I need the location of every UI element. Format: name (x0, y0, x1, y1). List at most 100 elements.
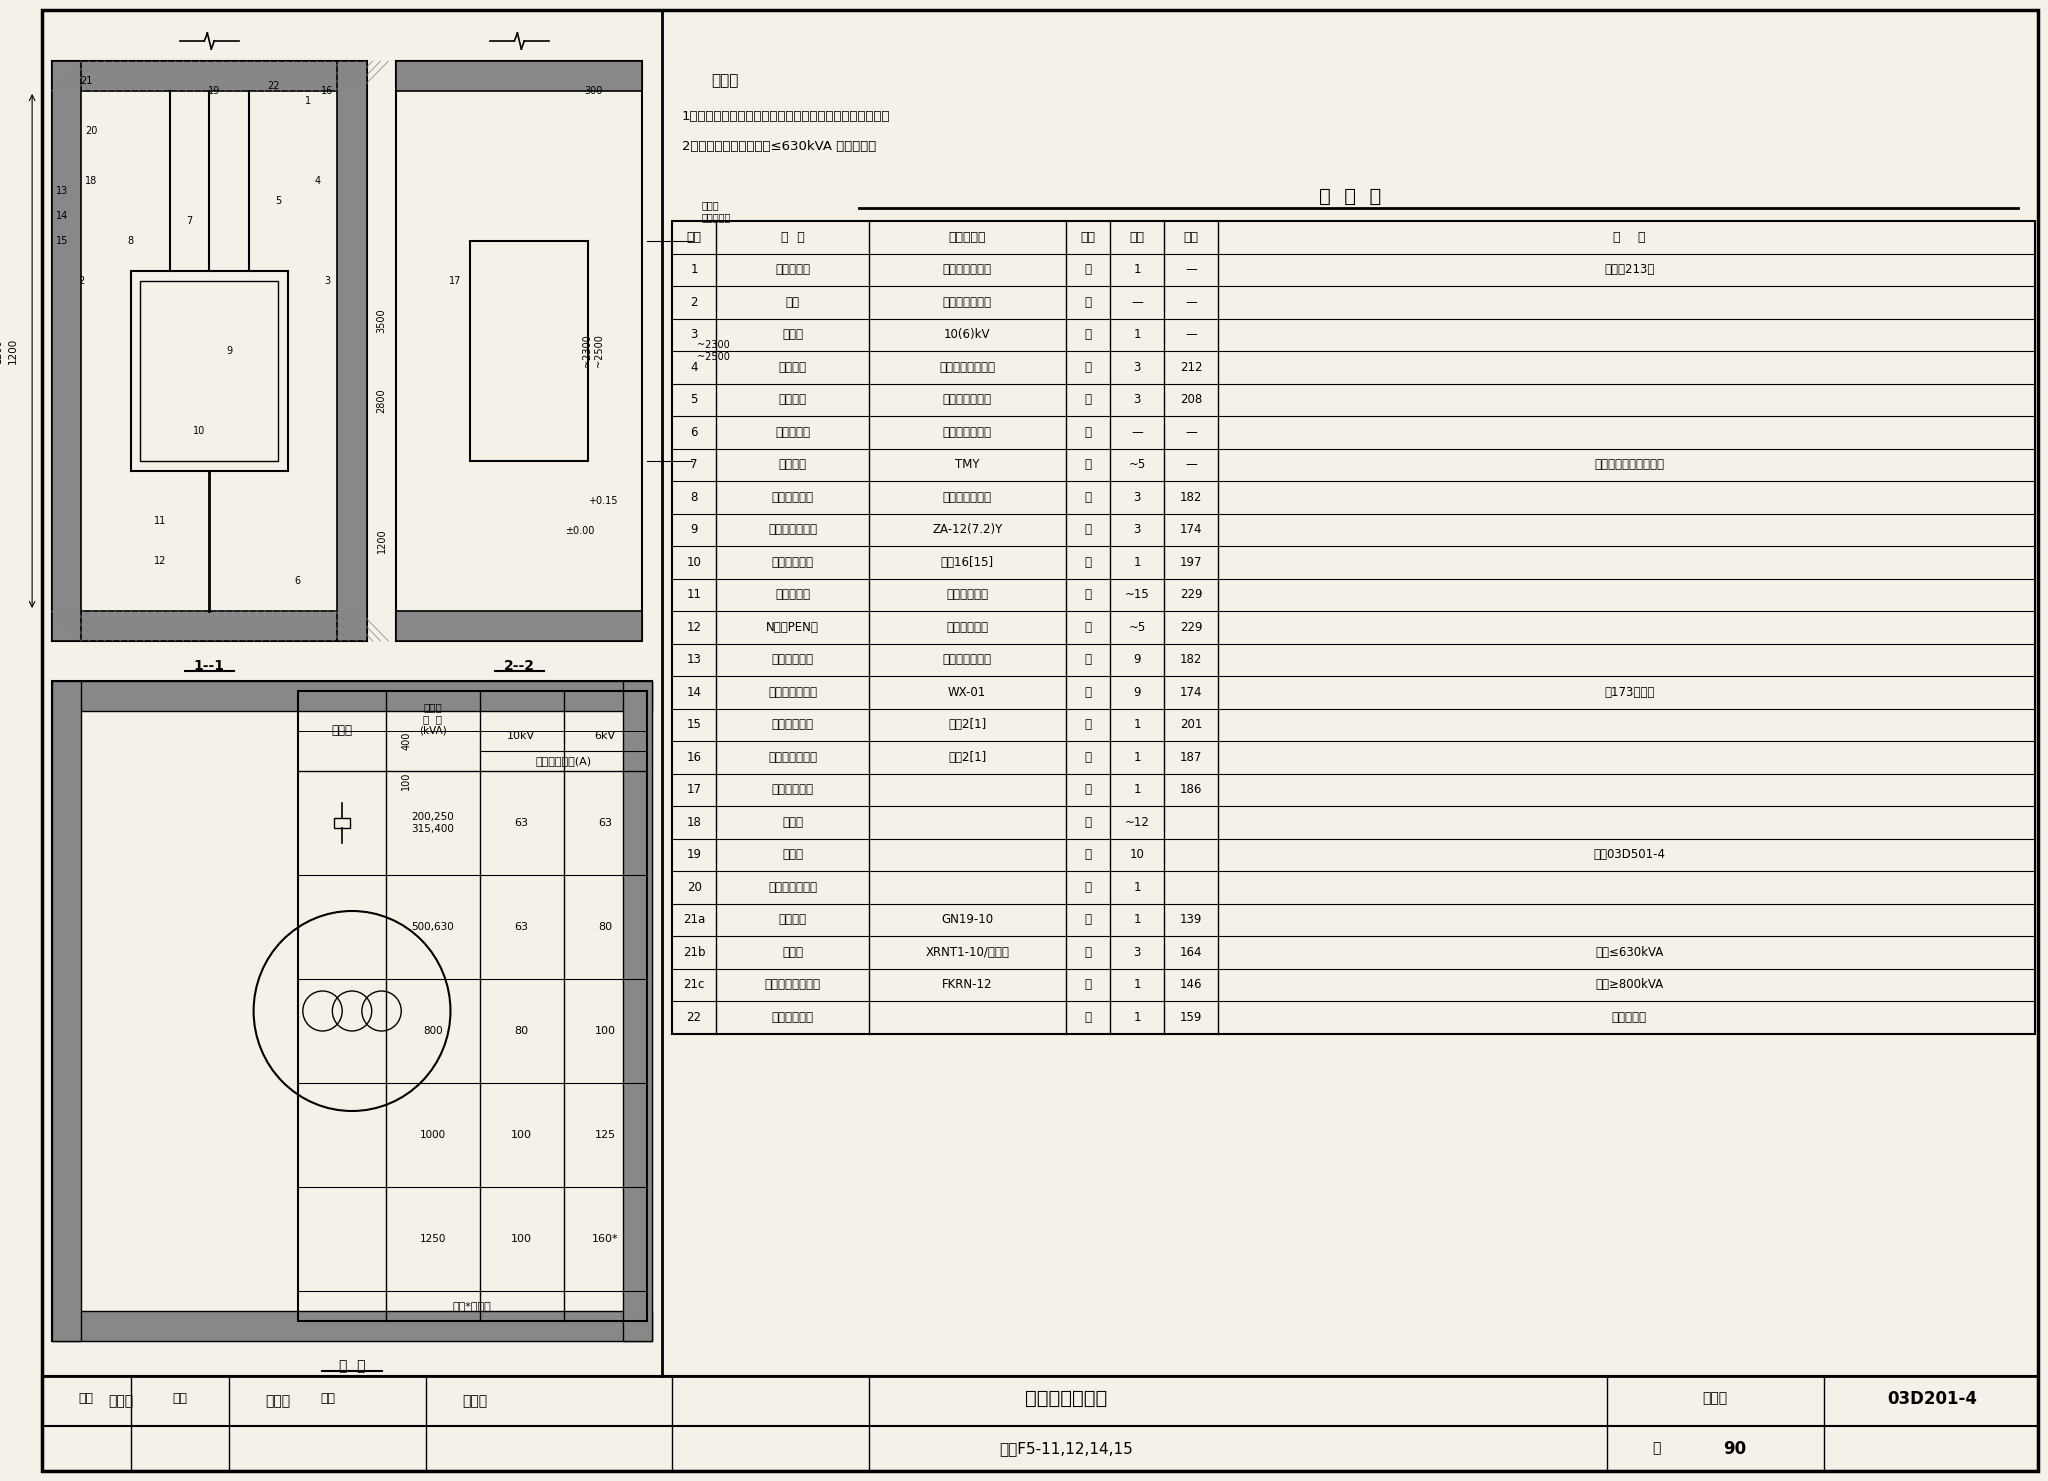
Text: ±0.00: ±0.00 (565, 526, 594, 536)
Text: 高压支柱绝缘子: 高压支柱绝缘子 (768, 523, 817, 536)
Text: ~15: ~15 (1124, 588, 1149, 601)
Bar (297, 692, 647, 1321)
Text: 米: 米 (1083, 458, 1092, 471)
Text: 见附录（四）: 见附录（四） (946, 588, 989, 601)
Bar (41, 1376, 2038, 1471)
Text: —: — (1186, 264, 1196, 277)
Text: 1: 1 (305, 96, 311, 107)
Text: 159: 159 (1180, 1010, 1202, 1023)
Text: 固定钩: 固定钩 (782, 849, 803, 862)
Text: 3: 3 (324, 275, 330, 286)
Text: 汪可立: 汪可立 (463, 1394, 487, 1408)
Text: 李佳豫: 李佳豫 (109, 1394, 133, 1408)
Bar (51, 681, 82, 1340)
Text: 22: 22 (686, 1010, 702, 1023)
Bar (51, 61, 367, 90)
Text: 由工程设计确定: 由工程设计确定 (942, 425, 991, 438)
Text: 汪可立: 汪可立 (266, 1394, 291, 1408)
Text: 台: 台 (1083, 264, 1092, 277)
Text: 6: 6 (690, 425, 698, 438)
Text: 63: 63 (514, 923, 528, 932)
Text: 高压母线支架: 高压母线支架 (772, 555, 813, 569)
Text: 21a: 21a (682, 914, 705, 926)
Text: 10kV: 10kV (508, 732, 535, 740)
Text: 1: 1 (1133, 881, 1141, 893)
Text: 2: 2 (78, 275, 84, 286)
Text: 付: 付 (1083, 653, 1092, 666)
Text: 米: 米 (1083, 588, 1092, 601)
Text: 电缆: 电缆 (786, 296, 799, 308)
Text: 台: 台 (1083, 1010, 1092, 1023)
Text: —: — (1186, 458, 1196, 471)
Text: 10(6)kV: 10(6)kV (944, 329, 991, 341)
Text: 182: 182 (1180, 653, 1202, 666)
Text: 米: 米 (1083, 425, 1092, 438)
Text: 电缆头: 电缆头 (782, 329, 803, 341)
Bar (397, 61, 643, 641)
Text: 个: 个 (1083, 394, 1092, 406)
Text: 12: 12 (154, 555, 166, 566)
Text: —: — (1130, 296, 1143, 308)
Bar (141, 281, 279, 461)
Text: 个: 个 (1083, 718, 1092, 732)
Text: 校对: 校对 (172, 1392, 186, 1405)
Text: 为配套产品: 为配套产品 (1612, 1010, 1647, 1023)
Text: 接地极
至接地装置: 接地极 至接地装置 (702, 200, 731, 222)
Text: 1: 1 (1133, 979, 1141, 991)
Text: 个: 个 (1083, 686, 1092, 699)
Text: 14: 14 (686, 686, 702, 699)
Text: 说明：: 说明： (711, 74, 739, 89)
Text: 200,250
315,400: 200,250 315,400 (412, 812, 455, 834)
Text: 9: 9 (1133, 686, 1141, 699)
Text: 序号: 序号 (686, 231, 702, 244)
Bar (51, 612, 367, 641)
Text: XRNT1-10/见附表: XRNT1-10/见附表 (926, 946, 1010, 958)
Text: 6kV: 6kV (594, 732, 616, 740)
Text: 由工程设计确定: 由工程设计确定 (942, 296, 991, 308)
Text: —: — (1186, 329, 1196, 341)
Text: 高压母线夹具: 高压母线夹具 (772, 490, 813, 504)
Text: 10: 10 (1130, 849, 1145, 862)
Text: 10: 10 (686, 555, 702, 569)
Text: 6: 6 (295, 576, 301, 586)
Text: 型式2[1]: 型式2[1] (948, 718, 987, 732)
Text: 型式16[15]: 型式16[15] (940, 555, 993, 569)
Text: 型号及规格: 型号及规格 (948, 231, 985, 244)
Text: 186: 186 (1180, 783, 1202, 797)
Text: 熔体额定电流(A): 熔体额定电流(A) (537, 755, 592, 766)
Text: 按母线截面确定: 按母线截面确定 (942, 490, 991, 504)
Text: 参见03D501-4: 参见03D501-4 (1593, 849, 1665, 862)
Text: 米: 米 (1083, 816, 1092, 829)
Text: 电缆保护管: 电缆保护管 (774, 425, 811, 438)
Text: 数量: 数量 (1130, 231, 1145, 244)
Text: 164: 164 (1180, 946, 1202, 958)
Text: —: — (1130, 425, 1143, 438)
Text: 个: 个 (1083, 881, 1092, 893)
Text: 用于≤630kVA: 用于≤630kVA (1595, 946, 1663, 958)
Text: 3: 3 (1133, 361, 1141, 373)
Text: 208: 208 (1180, 394, 1202, 406)
Text: 9: 9 (690, 523, 698, 536)
Text: 米: 米 (1083, 296, 1092, 308)
Text: 名  称: 名 称 (780, 231, 805, 244)
Text: 4: 4 (690, 361, 698, 373)
Text: 按母线截面确定: 按母线截面确定 (942, 653, 991, 666)
Text: 付: 付 (1083, 490, 1092, 504)
Text: 套: 套 (1083, 751, 1092, 764)
Text: 米: 米 (1083, 621, 1092, 634)
Text: —: — (1186, 425, 1196, 438)
Text: 100: 100 (401, 772, 412, 791)
Text: 80: 80 (514, 1026, 528, 1037)
Text: 21b: 21b (682, 946, 705, 958)
Text: 3: 3 (1133, 946, 1141, 958)
Text: 500,630: 500,630 (412, 923, 455, 932)
Text: 隔离开关: 隔离开关 (778, 914, 807, 926)
Text: 139: 139 (1180, 914, 1202, 926)
Text: ~12: ~12 (1124, 816, 1149, 829)
Text: 9: 9 (1133, 653, 1141, 666)
Text: 7: 7 (690, 458, 698, 471)
Text: 按电缆芯截面确定: 按电缆芯截面确定 (940, 361, 995, 373)
Text: 8: 8 (690, 490, 698, 504)
Text: —: — (1186, 296, 1196, 308)
Text: 熔断器: 熔断器 (782, 946, 803, 958)
